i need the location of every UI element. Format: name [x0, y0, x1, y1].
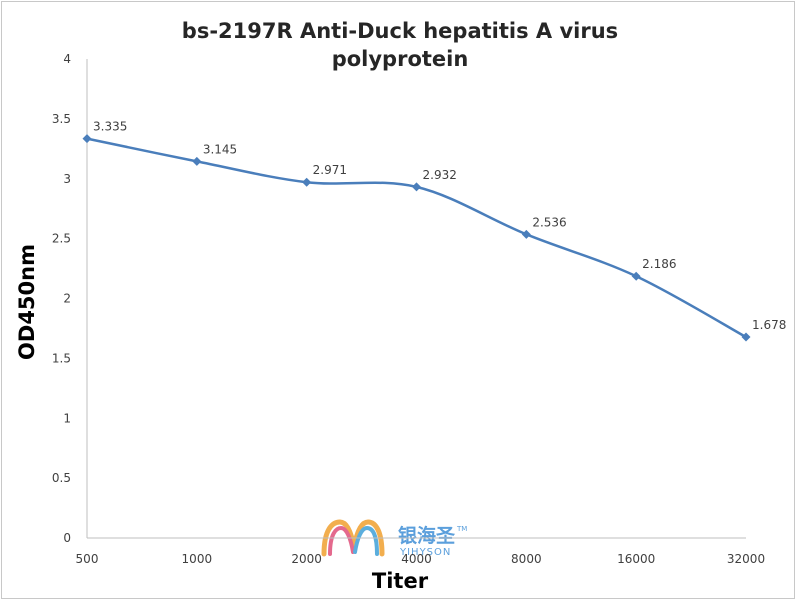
y-tick-label: 2 [63, 292, 71, 306]
x-tick-label: 32000 [727, 552, 765, 566]
y-tick-label: 0.5 [52, 471, 71, 485]
data-value-label: 2.536 [532, 215, 566, 229]
y-tick-label: 3.5 [52, 112, 71, 126]
y-axis-ticks: 0 0.5 1 1.5 2 2.5 3 3.5 4 [52, 52, 71, 545]
y-tick-label: 1.5 [52, 351, 71, 365]
watermark-chinese-text: 银海圣 [398, 524, 456, 547]
x-tick-label: 4000 [401, 552, 432, 566]
yihyson-logo-icon [321, 519, 385, 557]
data-value-label: 2.971 [313, 163, 347, 177]
watermark-trademark: TM [456, 525, 467, 533]
data-point-marker [192, 156, 202, 166]
data-point-marker [521, 229, 531, 239]
data-value-label: 3.335 [93, 120, 127, 134]
plot-axes [86, 59, 746, 539]
watermark-english-text: YIHYSON [399, 547, 451, 558]
x-tick-label: 500 [76, 552, 99, 566]
chart-title-line-2: polyprotein [332, 47, 469, 71]
yihyson-watermark: 银海圣 TM YIHYSON [321, 519, 467, 558]
x-tick-label: 8000 [511, 552, 542, 566]
x-tick-label: 2000 [291, 552, 322, 566]
data-point-marker [631, 271, 641, 281]
y-tick-label: 0 [63, 531, 71, 545]
data-value-label: 1.678 [752, 318, 786, 332]
x-tick-label: 16000 [617, 552, 655, 566]
data-value-label: 3.145 [203, 142, 237, 156]
series-line-group [86, 137, 747, 339]
y-axis-title: OD450nm [15, 244, 39, 360]
y-tick-label: 2.5 [52, 232, 71, 246]
data-labels: 3.335 3.145 2.971 2.932 2.536 2.186 1.678 [93, 120, 786, 332]
data-value-label: 2.932 [423, 168, 457, 182]
data-point-marker [302, 177, 312, 187]
y-tick-label: 4 [63, 52, 71, 66]
data-point-marker [412, 182, 421, 192]
x-tick-label: 1000 [182, 552, 213, 566]
chart-title: bs-2197R Anti-Duck hepatitis A virus pol… [182, 19, 618, 71]
data-point-marker [82, 134, 92, 144]
y-tick-label: 1 [63, 411, 71, 425]
x-axis-title: Titer [372, 569, 429, 593]
y-tick-label: 3 [63, 172, 71, 186]
x-axis-ticks: 500 1000 2000 4000 8000 16000 32000 [76, 552, 766, 566]
data-point-marker [741, 332, 751, 342]
data-value-label: 2.186 [642, 257, 676, 271]
chart-title-line-1: bs-2197R Anti-Duck hepatitis A virus [182, 19, 618, 43]
series-markers [82, 134, 751, 342]
series-line [86, 137, 747, 339]
